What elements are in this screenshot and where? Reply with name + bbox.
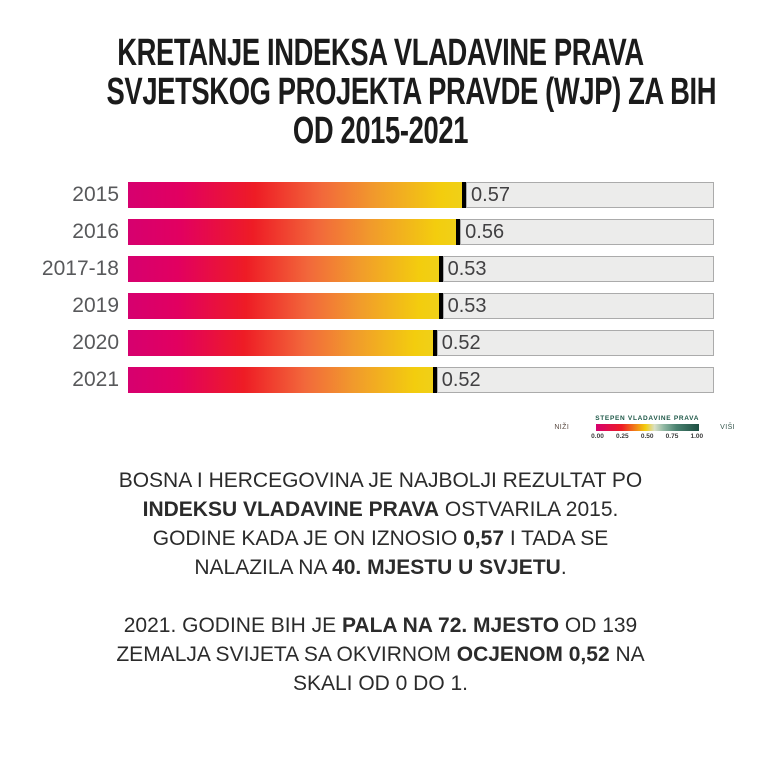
bar-track: 0.56	[128, 219, 714, 245]
chart-row: 2015 0.57	[0, 182, 761, 208]
legend-tick: 0.25	[616, 433, 629, 440]
year-label: 2015	[72, 183, 119, 206]
legend-low-label: NIŽI	[554, 424, 570, 431]
value-marker	[462, 182, 467, 208]
text-segment: PALA NA 72. MJESTO	[341, 614, 560, 637]
page-title: KRETANJE INDEKSA VLADAVINE PRAVA SVJETSK…	[106, 32, 717, 152]
text-segment: OCJENOM 0,52	[456, 643, 610, 666]
text-segment: OD 139	[559, 614, 638, 637]
value-label: 0.53	[447, 257, 487, 280]
value-marker	[438, 293, 443, 319]
value-label: 0.52	[441, 331, 481, 354]
text-segment: GODINE KADA JE ON IZNOSIO	[152, 527, 464, 550]
value-marker	[456, 219, 461, 245]
paragraph-line: GODINE KADA JE ON IZNOSIO 0,57 I TADA SE	[0, 524, 761, 553]
title-line-2: SVJETSKOG PROJEKTA PRAVDE (WJP) ZA BIH	[106, 71, 717, 113]
text-segment: INDEKSU VLADAVINE PRAVA	[142, 498, 439, 521]
paragraph: 2021. GODINE BIH JE PALA NA 72. MJESTO O…	[0, 611, 761, 698]
bar-remainder: 0.53	[442, 293, 714, 319]
bar-remainder: 0.57	[466, 182, 714, 208]
legend-scale: STEPEN VLADAVINE PRAVA 0.00 0.25 0.50 0.75 1…	[591, 415, 703, 440]
bar-track: 0.53	[128, 256, 714, 282]
chart-row: 2019 0.53	[0, 293, 761, 319]
value-label: 0.56	[465, 220, 505, 243]
text-segment: ZEMALJA SVIJETA SA OKVIRNOM	[116, 643, 457, 666]
year-label: 2016	[72, 220, 119, 243]
text-segment: BOSNA I HERCEGOVINA JE NAJBOLJI REZULTAT…	[118, 469, 643, 492]
bar-track: 0.52	[128, 367, 714, 393]
text-segment: .	[560, 556, 567, 579]
text-segment: 2021. GODINE BIH JE	[123, 614, 342, 637]
chart-row: 2021 0.52	[0, 367, 761, 393]
bar-gradient	[128, 219, 457, 245]
bar-chart: 2015 0.57 2016 0.56 2017-18	[0, 182, 761, 393]
paragraph-line: NALAZILA NA 40. MJESTU U SVJETU.	[0, 553, 761, 582]
title-line-1: KRETANJE INDEKSA VLADAVINE PRAVA	[117, 32, 644, 74]
bar-gradient	[128, 182, 463, 208]
text-segment: 0,57	[463, 527, 504, 550]
text-segment: I TADA SE	[504, 527, 609, 550]
value-marker	[432, 330, 437, 356]
bar-track: 0.57	[128, 182, 714, 208]
chart-row: 2017-18 0.53	[0, 256, 761, 282]
value-label: 0.57	[471, 183, 510, 206]
bar-gradient	[128, 256, 439, 282]
bar-gradient	[128, 293, 439, 319]
text-segment: NA	[609, 643, 645, 666]
text-segment: NALAZILA NA	[194, 556, 333, 579]
text-segment: 40. MJESTU U SVJETU	[332, 556, 561, 579]
legend-title: STEPEN VLADAVINE PRAVA	[595, 415, 700, 422]
year-label: 2021	[72, 368, 119, 391]
text-segment: SKALI OD 0 DO 1.	[292, 672, 469, 695]
value-marker	[438, 256, 443, 282]
year-label: 2017-18	[41, 257, 119, 280]
color-scale-legend: NIŽI STEPEN VLADAVINE PRAVA 0.00 0.25 0.50…	[0, 415, 735, 440]
text-segment: OSTVARILA 2015.	[438, 498, 619, 521]
paragraph-line: 2021. GODINE BIH JE PALA NA 72. MJESTO O…	[0, 611, 761, 640]
bar-remainder: 0.56	[460, 219, 714, 245]
legend-tick: 1.00	[690, 433, 704, 440]
title-line-3: OD 2015-2021	[292, 110, 469, 152]
legend-high-label: VIŠI	[720, 424, 735, 431]
paragraph: BOSNA I HERCEGOVINA JE NAJBOLJI REZULTAT…	[0, 466, 761, 582]
bar-track: 0.52	[128, 330, 714, 356]
paragraph-line: INDEKSU VLADAVINE PRAVA OSTVARILA 2015.	[0, 495, 761, 524]
year-label: 2019	[72, 294, 119, 317]
value-label: 0.53	[447, 294, 487, 317]
chart-row: 2020 0.52	[0, 330, 761, 356]
bar-remainder: 0.52	[436, 330, 714, 356]
value-marker	[432, 367, 437, 393]
bar-gradient	[128, 330, 433, 356]
bar-track: 0.53	[128, 293, 714, 319]
legend-ticks: 0.00 0.25 0.50 0.75 1.00	[591, 433, 703, 440]
paragraph-line: SKALI OD 0 DO 1.	[0, 669, 761, 698]
summary-text: BOSNA I HERCEGOVINA JE NAJBOLJI REZULTAT…	[0, 466, 761, 698]
bar-remainder: 0.52	[436, 367, 714, 393]
chart-row: 2016 0.56	[0, 219, 761, 245]
bar-gradient	[128, 367, 433, 393]
paragraph-line: BOSNA I HERCEGOVINA JE NAJBOLJI REZULTAT…	[0, 466, 761, 495]
legend-tick: 0.00	[591, 433, 604, 440]
legend-gradient-bar	[595, 424, 699, 431]
year-label: 2020	[72, 331, 119, 354]
bar-remainder: 0.53	[442, 256, 714, 282]
legend-tick: 0.50	[640, 433, 654, 440]
paragraph-line: ZEMALJA SVIJETA SA OKVIRNOM OCJENOM 0,52…	[0, 640, 761, 669]
value-label: 0.52	[441, 368, 481, 391]
legend-tick: 0.75	[665, 433, 679, 440]
